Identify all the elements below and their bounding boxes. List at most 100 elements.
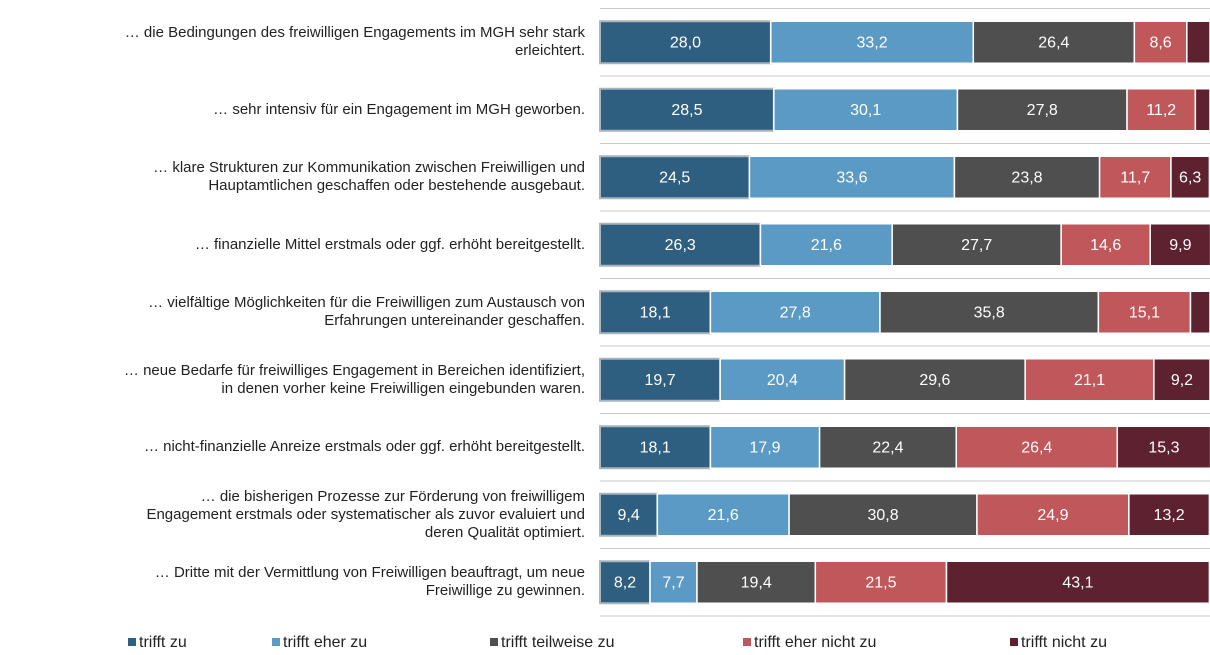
legend-label: trifft eher nicht zu (754, 634, 877, 651)
data-label: 18,1 (640, 439, 671, 456)
data-label: 30,8 (867, 507, 898, 524)
data-label: 11,2 (1146, 102, 1176, 119)
data-label: 24,5 (659, 169, 690, 186)
data-label: 11,7 (1120, 169, 1150, 186)
bar-segment (1060, 223, 1151, 267)
data-label: 35,8 (974, 304, 1005, 321)
data-label: 18,1 (640, 304, 671, 321)
bar-segment (1128, 493, 1210, 537)
data-label: 9,9 (1169, 237, 1191, 254)
bar-segment (773, 88, 959, 132)
bar-segment (770, 20, 975, 64)
bar-segment (1194, 88, 1210, 132)
data-label: 23,8 (1011, 169, 1042, 186)
bar-segment (879, 290, 1100, 334)
bar-segment (1133, 20, 1188, 64)
data-label: 17,9 (749, 439, 780, 456)
data-label: 26,3 (665, 237, 696, 254)
data-label: 33,2 (856, 34, 887, 51)
legend-label: trifft teilweise zu (501, 634, 615, 651)
category-label: … finanzielle Mittel erstmals oder ggf. … (194, 235, 585, 253)
bar-segment (972, 20, 1136, 64)
legend-item: trifft teilweise zu (490, 634, 615, 652)
bar-segment (1098, 155, 1172, 199)
bar-segment (649, 560, 698, 604)
data-label: 7,7 (662, 574, 684, 591)
data-label: 27,8 (1027, 102, 1058, 119)
category-label: … Dritte mit der Vermittlung von Freiwil… (154, 564, 585, 600)
category-label: … neue Bedarfe für freiwilliges Engageme… (123, 361, 585, 397)
bar-segment (1189, 290, 1210, 334)
legend-label: trifft nicht zu (1021, 634, 1107, 651)
bar-segment (945, 560, 1210, 604)
category-label: … die Bedingungen des freiwilligen Engag… (124, 24, 585, 60)
legend-label: trifft zu (139, 634, 187, 651)
data-label: 28,0 (670, 34, 701, 51)
bar-segment (599, 155, 751, 200)
bar-segment (843, 358, 1026, 402)
legend-label: trifft eher zu (283, 634, 368, 651)
bar-segment (599, 290, 712, 335)
bar-segment (656, 493, 790, 537)
category-label: … vielfältige Möglichkeiten für die Frei… (148, 294, 585, 330)
data-label: 21,6 (811, 237, 842, 254)
category-label: … klare Strukturen zur Kommunikation zwi… (153, 159, 585, 195)
legend-item: trifft nicht zu (1010, 634, 1107, 652)
legend-swatch (272, 638, 280, 646)
bar-segment (1126, 88, 1197, 132)
legend-item: trifft eher nicht zu (743, 634, 876, 652)
data-label: 19,4 (741, 574, 772, 591)
legend-swatch (490, 638, 498, 646)
bar-segment (696, 560, 817, 604)
data-label: 6,3 (1179, 169, 1201, 186)
bar-segment (1024, 358, 1155, 402)
legend-item: trifft eher zu (272, 634, 367, 652)
legend-swatch (1010, 638, 1018, 646)
data-label: 21,5 (865, 574, 896, 591)
bar-segment (709, 290, 881, 334)
data-label: 21,1 (1074, 372, 1105, 389)
data-label: 24,9 (1037, 507, 1068, 524)
data-label: 43,1 (1062, 574, 1093, 591)
data-label: 27,8 (780, 304, 811, 321)
legend-item: trifft zu (128, 634, 187, 652)
data-label: 21,6 (708, 507, 739, 524)
bar-segment (748, 155, 956, 199)
data-label: 9,2 (1171, 372, 1193, 389)
bar-segment (1186, 20, 1210, 64)
data-label: 28,5 (671, 102, 702, 119)
data-label: 8,6 (1149, 34, 1171, 51)
bar-segment (1153, 358, 1210, 402)
legend-swatch (743, 638, 751, 646)
data-label: 22,4 (872, 439, 903, 456)
bar-segment (599, 357, 722, 402)
bar-segment (599, 222, 762, 267)
bar-segment (976, 493, 1130, 537)
bar-segment (1116, 425, 1210, 469)
bar-segment (1149, 223, 1210, 267)
data-label: 33,6 (836, 169, 867, 186)
data-label: 26,4 (1038, 34, 1069, 51)
data-label: 29,6 (919, 372, 950, 389)
bar-segment (719, 358, 846, 402)
data-label: 20,4 (767, 372, 798, 389)
category-label: … die bisherigen Prozesse zur Förderung … (146, 487, 585, 541)
data-label: 9,4 (618, 507, 640, 524)
data-label: 19,7 (645, 372, 676, 389)
category-label: … sehr intensiv für ein Engagement im MG… (213, 100, 585, 118)
data-label: 15,3 (1148, 439, 1179, 456)
bar-segment (759, 223, 893, 267)
data-label: 14,6 (1090, 237, 1121, 254)
bar-segment (955, 425, 1119, 469)
bar-segment (599, 87, 775, 132)
bar-segment (814, 560, 948, 604)
bar-segment (1097, 290, 1192, 334)
bar-segment (788, 493, 978, 537)
data-label: 30,1 (850, 102, 881, 119)
bar-segment (599, 425, 712, 470)
data-label: 27,7 (961, 237, 992, 254)
legend-swatch (128, 638, 136, 646)
data-label: 13,2 (1154, 507, 1185, 524)
